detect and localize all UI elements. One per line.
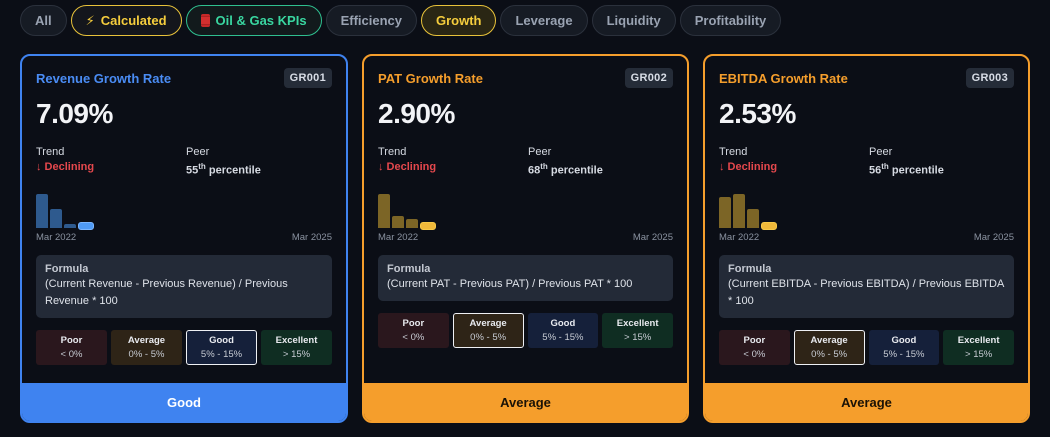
formula-label: Formula (387, 263, 431, 275)
history-bar (50, 209, 62, 228)
band-poor: Poor < 0% (719, 330, 790, 365)
rating-bands: Poor < 0% Average 0% - 5% Good 5% - 15% Exc… (36, 330, 332, 365)
filter-label: Calculated (100, 13, 167, 28)
kpi-card-ebitda-growth[interactable]: EBITDA Growth Rate GR003 2.53% Trend ↓ D… (703, 54, 1030, 423)
peer-label: Peer (869, 146, 893, 158)
axis-end-label: Mar 2025 (632, 232, 673, 243)
axis-end-label: Mar 2025 (291, 232, 332, 243)
history-bar-current[interactable] (761, 222, 777, 230)
peer-percentile: 55th percentile (186, 162, 261, 177)
formula-box: Formula (Current EBITDA - Previous EBITD… (719, 255, 1014, 318)
peer-percentile: 56th percentile (869, 162, 944, 177)
band-good-selected: Good 5% - 15% (186, 330, 257, 365)
kpi-value: 2.53% (719, 98, 796, 129)
filter-label: Growth (435, 13, 482, 28)
band-average-selected: Average 0% - 5% (793, 330, 865, 365)
formula-label: Formula (45, 263, 89, 275)
band-good: Good 5% - 15% (868, 330, 940, 365)
history-bar (36, 194, 48, 228)
history-bar (719, 197, 731, 228)
band-average-selected: Average 0% - 5% (452, 313, 524, 348)
band-excellent: Excellent > 15% (943, 330, 1014, 365)
history-bar (64, 224, 76, 228)
filter-label: Leverage (515, 13, 573, 28)
filter-label: All (35, 13, 52, 28)
peer-label: Peer (528, 146, 552, 158)
filter-label: Oil & Gas KPIs (215, 13, 307, 28)
band-poor: Poor < 0% (36, 330, 107, 365)
filter-label: Profitability (694, 13, 767, 28)
rating-bands: Poor < 0% Average 0% - 5% Good 5% - 15% Exc… (378, 313, 673, 348)
filter-leverage[interactable]: Leverage (500, 5, 588, 36)
axis-end-label: Mar 2025 (973, 232, 1014, 243)
filter-calculated[interactable]: ⚡ Calculated (70, 5, 182, 36)
oil-barrel-icon (200, 14, 210, 27)
trend-label: Trend (719, 146, 748, 158)
kpi-value: 7.09% (36, 98, 113, 129)
lightning-icon: ⚡ (85, 12, 95, 28)
rating-bands: Poor < 0% Average 0% - 5% Good 5% - 15% Exc… (719, 330, 1014, 365)
kpi-card-pat-growth[interactable]: PAT Growth Rate GR002 2.90% Trend ↓ Decl… (362, 54, 689, 423)
peer-label: Peer (186, 146, 210, 158)
band-excellent: Excellent > 15% (261, 330, 332, 365)
kpi-value: 2.90% (378, 98, 455, 129)
history-bar (392, 216, 404, 228)
band-average: Average 0% - 5% (111, 330, 182, 365)
trend-label: Trend (378, 146, 407, 158)
band-poor: Poor < 0% (378, 313, 449, 348)
kpi-code-badge: GR002 (624, 68, 673, 88)
filter-label: Efficiency (340, 13, 402, 28)
filter-oil-gas-kpis[interactable]: Oil & Gas KPIs (185, 5, 322, 36)
filter-label: Liquidity (606, 13, 661, 28)
trend-status: ↓ Declining (36, 161, 95, 173)
filter-profitability[interactable]: Profitability (679, 5, 782, 36)
band-good: Good 5% - 15% (527, 313, 599, 348)
history-bar-current[interactable] (420, 222, 436, 230)
formula-text: (Current PAT - Previous PAT) / Previous … (387, 278, 633, 290)
kpi-title: Revenue Growth Rate (36, 71, 172, 86)
formula-box: Formula (Current PAT - Previous PAT) / P… (378, 255, 673, 301)
category-filter-bar: All ⚡ Calculated Oil & Gas KPIs Efficien… (20, 5, 782, 36)
rating-banner: Good (22, 383, 346, 421)
kpi-title: PAT Growth Rate (378, 71, 483, 86)
trend-label: Trend (36, 146, 65, 158)
rating-banner: Average (364, 383, 687, 421)
formula-text: (Current EBITDA - Previous EBITDA) / Pre… (728, 278, 1004, 307)
trend-status: ↓ Declining (719, 161, 778, 173)
formula-text: (Current Revenue - Previous Revenue) / P… (45, 278, 288, 307)
kpi-code-badge: GR003 (965, 68, 1014, 88)
history-bar (733, 194, 745, 228)
kpi-code-badge: GR001 (283, 68, 332, 88)
filter-growth[interactable]: Growth (420, 5, 497, 36)
filter-all[interactable]: All (20, 5, 67, 36)
formula-label: Formula (728, 263, 772, 275)
band-excellent: Excellent > 15% (602, 313, 673, 348)
history-bar (406, 219, 418, 228)
axis-start-label: Mar 2022 (378, 232, 419, 243)
peer-percentile: 68th percentile (528, 162, 603, 177)
rating-banner: Average (705, 383, 1028, 421)
formula-box: Formula (Current Revenue - Previous Reve… (36, 255, 332, 318)
history-sparkline (719, 190, 789, 230)
history-sparkline (378, 190, 448, 230)
history-bar (378, 194, 390, 228)
filter-efficiency[interactable]: Efficiency (325, 5, 417, 36)
kpi-title: EBITDA Growth Rate (719, 71, 848, 86)
history-bar (747, 209, 759, 228)
history-bar-current[interactable] (78, 222, 94, 230)
kpi-card-revenue-growth[interactable]: Revenue Growth Rate GR001 7.09% Trend ↓ … (20, 54, 348, 423)
axis-start-label: Mar 2022 (719, 232, 760, 243)
history-sparkline (36, 190, 106, 230)
filter-liquidity[interactable]: Liquidity (591, 5, 676, 36)
axis-start-label: Mar 2022 (36, 232, 77, 243)
trend-status: ↓ Declining (378, 161, 437, 173)
